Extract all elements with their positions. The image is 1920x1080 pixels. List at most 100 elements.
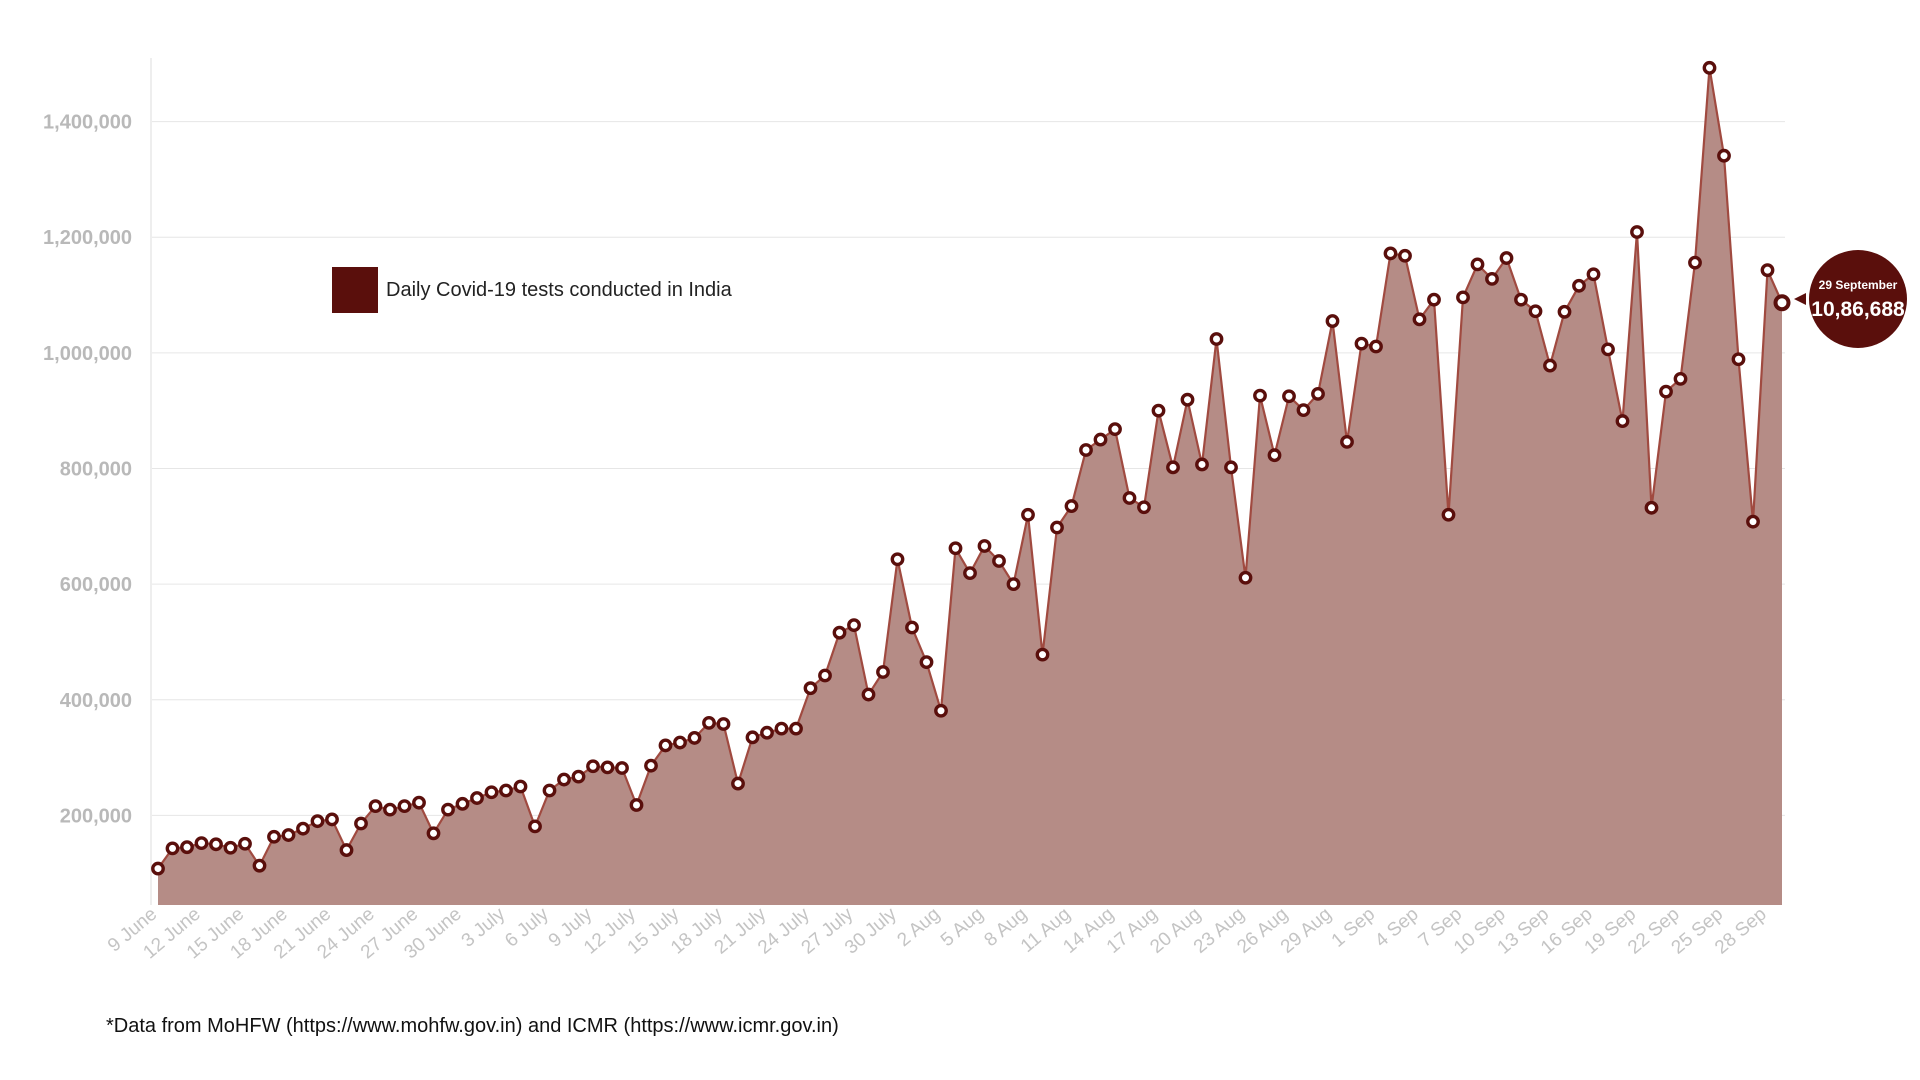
data-point	[1485, 271, 1499, 286]
data-point	[890, 552, 905, 567]
data-point	[151, 861, 165, 876]
data-point	[252, 858, 267, 873]
data-point	[673, 735, 687, 750]
data-point	[586, 759, 600, 774]
data-point	[1224, 460, 1238, 475]
data-point	[861, 687, 876, 702]
data-point	[354, 816, 368, 831]
data-point	[1137, 500, 1151, 515]
data-point	[1528, 304, 1543, 319]
data-point	[1093, 432, 1108, 447]
data-point	[1412, 312, 1427, 327]
data-point	[1557, 304, 1572, 319]
data-point	[426, 826, 441, 841]
data-point	[702, 715, 716, 730]
data-point	[1543, 358, 1557, 373]
x-tick-label: 1 Sep	[1328, 904, 1380, 952]
data-point	[1731, 352, 1746, 367]
data-point	[1296, 403, 1311, 417]
latest-value-callout: 29 September 10,86,688	[1794, 250, 1907, 348]
area-fill	[158, 67, 1782, 905]
data-point	[339, 843, 354, 857]
data-point	[1354, 336, 1369, 351]
data-point	[296, 821, 310, 836]
data-point	[600, 760, 615, 775]
data-point	[1630, 225, 1644, 239]
data-point	[1180, 392, 1195, 407]
data-point	[905, 620, 919, 635]
y-tick-label: 1,400,000	[43, 112, 132, 134]
data-point	[803, 681, 818, 696]
data-point	[818, 668, 832, 683]
data-point	[1238, 570, 1253, 585]
data-point	[1398, 248, 1412, 263]
data-point	[1253, 388, 1267, 403]
data-point	[1470, 257, 1485, 272]
data-point	[455, 796, 470, 811]
data-point	[1717, 148, 1731, 163]
y-tick-label: 600,000	[60, 574, 132, 596]
data-point	[1311, 387, 1325, 401]
data-point	[1166, 460, 1180, 475]
callout-bubble	[1809, 250, 1907, 348]
data-point	[629, 798, 644, 812]
data-point	[644, 758, 658, 773]
data-point	[1456, 290, 1470, 305]
data-point	[1586, 267, 1601, 282]
x-tick-label: 6 July	[501, 903, 553, 951]
data-point	[1050, 520, 1064, 535]
data-point	[774, 721, 789, 736]
data-point	[325, 812, 339, 827]
data-point	[368, 799, 383, 814]
y-tick-label: 200,000	[60, 805, 132, 827]
data-point	[1108, 422, 1122, 437]
legend-swatch	[332, 267, 378, 313]
data-point	[1427, 292, 1441, 307]
data-point	[1441, 507, 1456, 522]
data-point	[1644, 500, 1659, 515]
data-point	[963, 566, 977, 581]
data-point	[499, 783, 513, 798]
y-tick-label: 800,000	[60, 458, 132, 480]
data-point	[1267, 448, 1282, 463]
data-point	[832, 625, 847, 640]
y-axis: 200,000 400,000 600,000 800,000 1,000,000 1,2…	[43, 112, 132, 828]
data-point	[687, 731, 702, 745]
data-point	[1209, 332, 1224, 346]
data-point	[557, 772, 571, 787]
data-point	[1325, 314, 1340, 328]
x-tick-label: 4 Sep	[1371, 904, 1423, 952]
data-point	[934, 703, 948, 718]
data-point	[658, 738, 673, 753]
data-point	[1572, 278, 1586, 293]
data-point	[789, 721, 803, 736]
y-tick-label: 1,000,000	[43, 343, 132, 365]
legend-label: Daily Covid-19 tests conducted in India	[386, 279, 733, 301]
data-point	[528, 819, 542, 834]
data-point	[876, 665, 890, 679]
data-point	[1760, 263, 1775, 278]
data-point	[1702, 60, 1717, 75]
data-point	[267, 829, 281, 844]
data-point	[847, 618, 861, 633]
data-point	[310, 814, 325, 829]
data-point	[977, 539, 992, 553]
data-point	[513, 779, 528, 794]
data-point	[1601, 342, 1615, 357]
data-point	[1021, 507, 1035, 522]
data-point	[1514, 292, 1528, 307]
data-point	[1035, 647, 1050, 662]
x-tick-label: 3 July	[458, 903, 510, 951]
data-point	[470, 791, 484, 805]
data-point	[542, 783, 557, 798]
data-point	[571, 769, 586, 784]
data-point	[1064, 499, 1079, 513]
callout-date: 29 September	[1819, 278, 1898, 292]
data-point	[397, 799, 412, 814]
data-point	[1499, 251, 1514, 265]
data-point	[281, 828, 296, 842]
legend: Daily Covid-19 tests conducted in India	[332, 267, 733, 313]
data-point	[1659, 384, 1673, 399]
